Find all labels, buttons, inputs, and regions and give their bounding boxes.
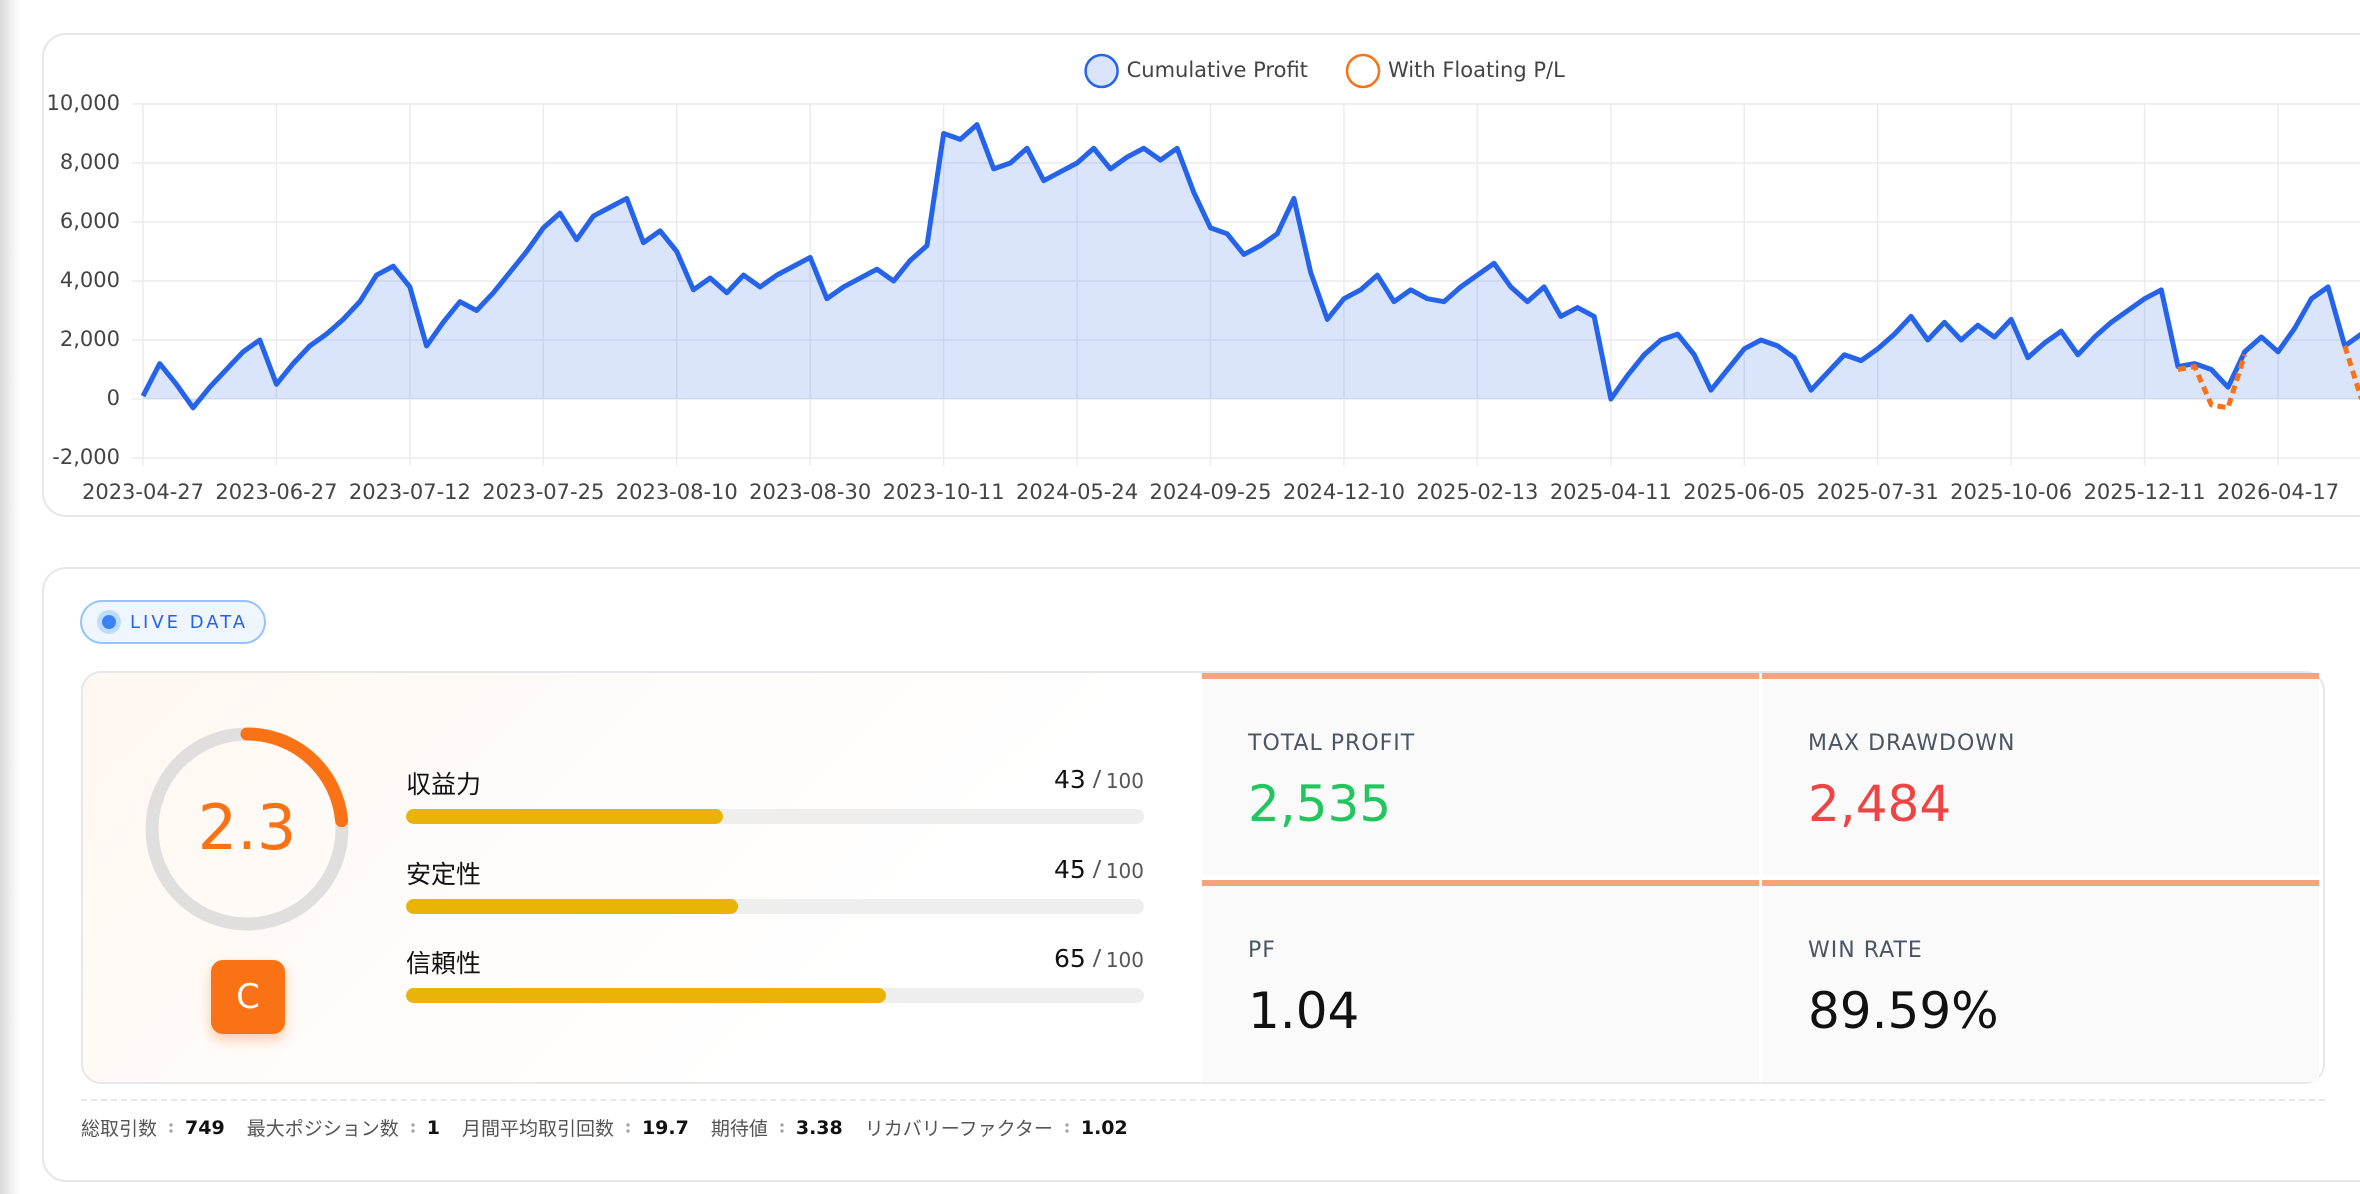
metric-value: 65 [1054,944,1086,973]
colon [625,1121,630,1134]
footer-value: 749 [185,1116,225,1139]
y-tick-label: 0 [107,386,120,410]
bar [406,809,724,824]
metric-label: 安定性 [406,860,482,889]
x-tick-label: 2023-07-25 [482,480,604,504]
bar [406,899,739,914]
colon [1064,1121,1069,1134]
footer-value: 1.02 [1080,1116,1128,1139]
y-tick-label: 4,000 [60,268,120,292]
stat-cell: MAX DRAWDOWN 2,484 [1762,673,2319,875]
stat-cell: PF 1.04 [1202,880,1759,1082]
chart: -2,000 0 2,000 4,000 6,000 8,000 10,000 2023-04… [47,53,2360,504]
legend-label: With Floating P/L [1388,58,1565,82]
metric-max: 100 [1105,859,1144,883]
metric-max: 100 [1105,948,1144,972]
y-tick-label: 10,000 [47,91,120,115]
x-tick-label: 2025-10-06 [1950,480,2072,504]
footer-label: 総取引数 [81,1118,158,1140]
metric-value: 43 [1054,765,1086,794]
footer-label: 期待値 [710,1118,768,1140]
footer-label: リカバリーファクター [864,1118,1053,1140]
x-tick-label: 2023-08-10 [616,480,738,504]
legend-swatch [1084,53,1119,89]
legend-label: Cumulative Profit [1127,58,1308,82]
window-edge [0,0,22,1194]
footer-value: 1 [426,1116,440,1139]
live-label: LIVE DATA [130,611,249,633]
metric-max: 100 [1105,769,1144,793]
y-tick-label: 8,000 [60,150,120,174]
bar [406,988,886,1003]
footer-stats: 総取引数 749 最大ポジション数 1 月間平均取引回数 19.7 期待値 3.38 リカバリー… [81,1114,1150,1141]
divider [81,1099,2325,1101]
series-line [2177,345,2360,411]
stat-cell: TOTAL PROFIT 2,535 [1202,673,1759,875]
bar-track [406,988,1144,1003]
stat-label: WIN RATE [1808,938,1923,963]
chart-card [42,33,2360,517]
x-tick-label: 2023-04-27 [82,480,204,504]
x-tick-label: 2023-10-11 [883,480,1005,504]
x-tick-label: 2023-07-12 [349,480,471,504]
stat-value: 2,535 [1248,775,1392,833]
x-tick-label: 2024-12-10 [1283,480,1405,504]
x-tick-label: 2025-06-05 [1683,480,1805,504]
metric-label: 信頼性 [406,949,482,978]
score-value: 2.3 [198,791,297,864]
gauge-arc [240,727,349,828]
bar-track [406,899,1144,914]
x-tick-label: 2024-09-25 [1149,480,1271,504]
x-tick-label: 2025-12-11 [2084,480,2206,504]
slash [1092,770,1102,788]
metric-score: 65 100 [944,944,1144,973]
live-dot [102,615,116,629]
colon [169,1121,174,1134]
x-tick-label: 2024-05-24 [1016,480,1138,504]
x-tick-label: 2023-06-27 [215,480,337,504]
legend-swatch [1345,53,1381,89]
y-tick-label: 2,000 [60,327,120,351]
y-tick-label: -2,000 [52,445,120,469]
slash [1092,949,1102,967]
x-tick-label: 2025-07-31 [1817,480,1939,504]
colon [779,1121,784,1134]
bar-track [406,809,1144,824]
live-badge: LIVE DATA [80,600,266,644]
stat-cell: WIN RATE 89.59% [1762,880,2319,1082]
score-gauge: 2.3 [145,727,349,931]
stat-value: 2,484 [1808,775,1952,833]
slash [1092,860,1102,878]
x-tick-label: 2025-02-13 [1416,480,1538,504]
x-tick-label: 2026-04-17 [2217,480,2339,504]
stat-label: TOTAL PROFIT [1248,731,1416,756]
area [143,124,2360,408]
stat-value: 89.59% [1808,982,1999,1040]
metric-value: 45 [1054,855,1086,884]
footer-label: 月間平均取引回数 [461,1118,614,1140]
footer-label: 最大ポジション数 [246,1118,399,1140]
metric-label: 収益力 [406,770,482,799]
metric-score: 45 100 [944,855,1144,884]
grade-badge: C [211,960,285,1034]
stat-label: MAX DRAWDOWN [1808,731,2016,756]
stat-label: PF [1248,938,1276,963]
footer-value: 19.7 [641,1116,689,1139]
series-line [140,122,2360,411]
x-tick-label: 2025-04-11 [1550,480,1672,504]
stat-value: 1.04 [1248,982,1360,1040]
metric-score: 43 100 [944,765,1144,794]
colon [410,1121,415,1134]
x-tick-label: 2023-08-30 [749,480,871,504]
y-tick-label: 6,000 [60,209,120,233]
footer-value: 3.38 [795,1116,843,1139]
